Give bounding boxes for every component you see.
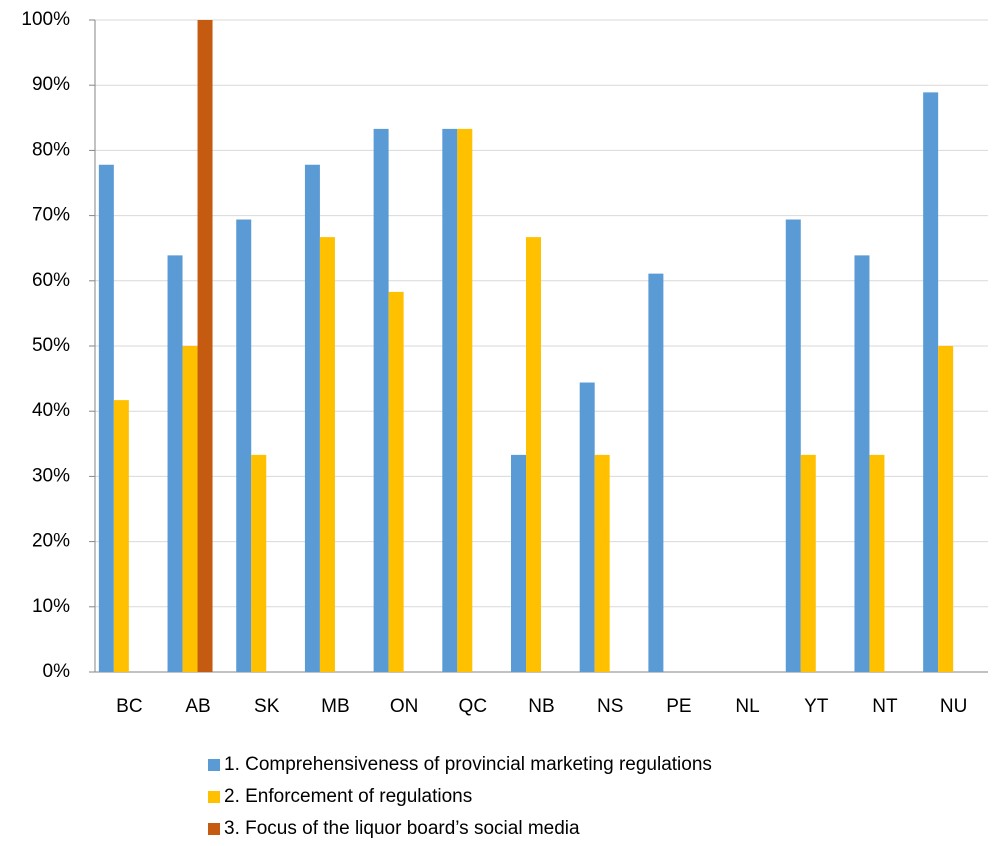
bar: [511, 454, 526, 672]
y-tick-label: 10%: [32, 596, 70, 617]
y-tick-label: 20%: [32, 531, 70, 552]
bar: [594, 454, 610, 672]
bar: [923, 92, 939, 672]
bar: [869, 454, 885, 672]
bar: [442, 128, 458, 672]
x-tick-label: NB: [528, 696, 554, 717]
y-tick-label: 30%: [32, 465, 70, 486]
bar: [304, 164, 320, 672]
legend-label: 2. Enforcement of regulations: [224, 786, 472, 807]
x-tick-label: PE: [666, 696, 691, 717]
legend-label: 3. Focus of the liquor board’s social me…: [224, 818, 580, 839]
y-tick-label: 80%: [32, 139, 70, 160]
bar: [98, 164, 114, 672]
x-tick-label: AB: [185, 696, 210, 717]
y-tick-label: 90%: [32, 74, 70, 95]
x-tick-label: MB: [321, 696, 350, 717]
bar: [113, 400, 129, 672]
bar: [938, 346, 954, 672]
x-tick-label: NT: [872, 696, 898, 717]
y-tick-label: 100%: [21, 9, 70, 30]
bar: [388, 291, 404, 672]
bar: [236, 219, 252, 672]
y-tick-label: 40%: [32, 400, 70, 421]
x-tick-label: ON: [390, 696, 419, 717]
x-tick-label: NL: [735, 696, 759, 717]
bar: [457, 128, 473, 672]
bar: [167, 255, 183, 672]
y-tick-label: 0%: [43, 661, 71, 682]
y-tick-label: 50%: [32, 335, 70, 356]
x-tick-label: QC: [459, 696, 488, 717]
x-tick-label: NS: [597, 696, 623, 717]
bar: [579, 382, 595, 672]
legend-swatch: [208, 759, 220, 771]
x-tick-label: BC: [116, 696, 142, 717]
x-tick-label: YT: [804, 696, 829, 717]
legend-label: 1. Comprehensiveness of provincial marke…: [224, 754, 712, 775]
bar: [800, 454, 816, 672]
bar: [197, 20, 213, 672]
legend-swatch: [208, 791, 220, 803]
y-tick-label: 70%: [32, 205, 70, 226]
bar: [182, 346, 198, 672]
legend-swatch: [208, 823, 220, 835]
bar: [319, 237, 335, 672]
y-tick-label: 60%: [32, 270, 70, 291]
bar: [648, 273, 664, 672]
bar: [854, 255, 870, 672]
bar: [373, 128, 389, 672]
x-tick-label: NU: [940, 696, 967, 717]
bar: [526, 237, 541, 672]
bar: [251, 454, 267, 672]
x-tick-label: SK: [254, 696, 280, 717]
bar: [785, 219, 801, 672]
